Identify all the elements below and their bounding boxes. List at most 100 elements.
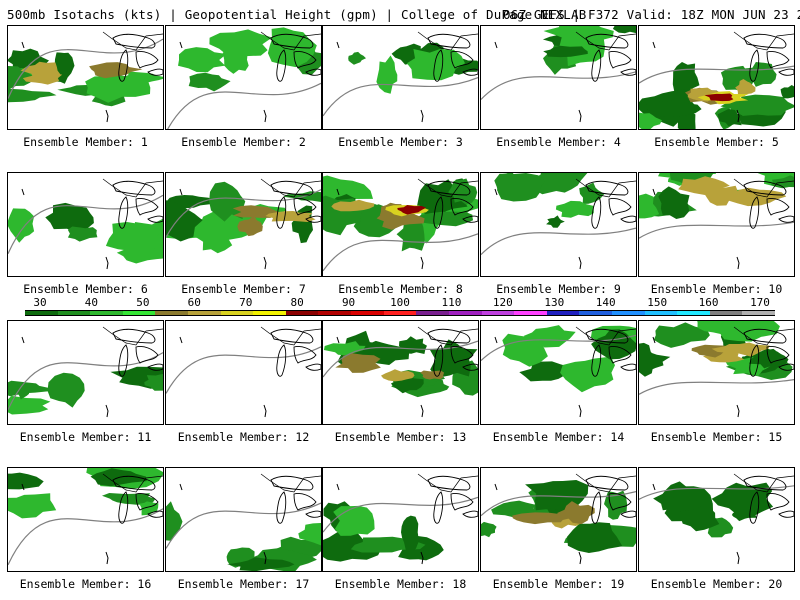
wind-speed-shading — [335, 353, 381, 373]
wind-speed-shading — [45, 202, 94, 232]
wind-speed-shading — [265, 211, 316, 222]
wind-speed-shading — [376, 55, 398, 94]
map-canvas — [639, 173, 794, 270]
geopotential-height-contour — [323, 340, 478, 378]
colorbar-swatch — [351, 310, 385, 316]
wind-speed-shading — [639, 342, 656, 377]
coastline-mark — [420, 256, 424, 270]
wind-speed-shading — [194, 216, 233, 254]
wind-speed-shading — [567, 522, 623, 553]
wind-speed-shading — [166, 200, 203, 242]
wind-speed-shading — [323, 530, 382, 562]
coastline-mark — [21, 336, 25, 344]
great-lake-outline — [591, 344, 602, 377]
wind-speed-shading — [47, 372, 85, 408]
ensemble-member-caption: Ensemble Member: 2 — [181, 135, 306, 149]
colorbar-swatch — [25, 310, 59, 316]
ensemble-member-map — [638, 320, 795, 425]
wind-speed-shading — [579, 182, 605, 204]
wind-speed-shading — [481, 521, 497, 538]
great-lake-outline — [433, 49, 444, 82]
border-line — [260, 31, 321, 51]
ensemble-member-caption: Ensemble Member: 19 — [492, 577, 625, 591]
map-canvas — [167, 27, 321, 129]
wind-speed-shading — [604, 490, 628, 520]
wind-speed-shading — [420, 370, 445, 380]
great-lake-outline — [147, 68, 163, 76]
great-lake-outline — [276, 196, 287, 229]
colorbar-swatch — [155, 310, 189, 316]
wind-speed-shading — [512, 512, 570, 525]
coastline-mark — [21, 41, 25, 49]
great-lake-outline — [743, 328, 787, 344]
great-lake-outline — [585, 328, 629, 344]
ensemble-member-map — [638, 25, 795, 130]
ensemble-member-caption: Ensemble Member: 9 — [496, 282, 621, 296]
colorbar-swatch — [122, 310, 156, 316]
great-lake-outline — [620, 215, 636, 223]
great-lake-outline — [462, 363, 478, 371]
border-line — [102, 473, 163, 493]
ensemble-member-caption: Ensemble Member: 8 — [338, 282, 463, 296]
coastline-mark — [21, 188, 25, 196]
map-canvas — [166, 178, 321, 270]
great-lake-outline — [270, 180, 314, 196]
great-lake-outline — [270, 475, 314, 491]
ensemble-member-map — [638, 467, 795, 572]
wind-speed-shading — [13, 383, 30, 400]
map-canvas — [639, 31, 794, 129]
ensemble-member-map — [322, 467, 479, 572]
colorbar-swatch — [383, 310, 417, 316]
coastline-mark — [263, 551, 267, 565]
wind-speed-shading — [348, 51, 366, 65]
colorbar-swatch — [253, 310, 287, 316]
wind-speed-shading — [298, 523, 321, 546]
great-lake-outline — [293, 51, 317, 69]
great-lake-outline — [766, 493, 790, 511]
colorbar-swatch — [188, 310, 222, 316]
colorbar-tick-label: 170 — [750, 296, 770, 309]
wind-speed-shading — [502, 333, 548, 367]
coastline-mark — [494, 41, 498, 49]
great-lake-outline — [585, 475, 629, 491]
great-lake-outline — [147, 510, 163, 518]
coastline-mark — [494, 483, 498, 491]
border-line — [260, 178, 321, 198]
geopotential-height-contour — [481, 71, 636, 100]
coastline-mark — [263, 256, 267, 270]
geopotential-height-contour — [8, 38, 163, 99]
ensemble-member-map — [480, 172, 637, 277]
colorbar-swatch — [57, 310, 91, 316]
ensemble-member-caption: Ensemble Member: 14 — [492, 430, 625, 444]
ensemble-member-caption: Ensemble Member: 18 — [334, 577, 467, 591]
wind-speed-shading — [705, 185, 741, 206]
great-lake-outline — [135, 51, 159, 69]
colorbar-tick-label: 160 — [698, 296, 719, 309]
geopotential-height-contour — [639, 221, 794, 239]
wind-speed-shading — [406, 49, 465, 81]
wind-speed-shading — [711, 482, 774, 518]
great-lake-outline — [135, 493, 159, 511]
border-line — [102, 31, 163, 51]
wind-speed-shading — [646, 97, 702, 118]
wind-speed-shading — [519, 361, 570, 382]
coastline-mark — [105, 551, 109, 565]
coastline-mark — [105, 256, 109, 270]
great-lake-outline — [749, 196, 760, 229]
wind-speed-shading — [546, 215, 565, 228]
great-lake-outline — [591, 491, 602, 524]
coastline-mark — [578, 551, 582, 565]
great-lake-outline — [450, 51, 474, 69]
great-lake-outline — [305, 68, 321, 76]
geopotential-height-contour — [166, 346, 321, 394]
border-line — [417, 178, 478, 198]
wind-speed-shading — [166, 501, 183, 541]
ensemble-member-map — [322, 320, 479, 425]
great-lake-outline — [778, 215, 794, 223]
map-canvas — [8, 468, 163, 566]
great-lake-outline — [766, 198, 790, 216]
wind-speed-shading — [401, 515, 419, 553]
great-lake-outline — [433, 491, 444, 524]
great-lake-outline — [743, 33, 787, 49]
wind-speed-shading — [557, 501, 595, 525]
